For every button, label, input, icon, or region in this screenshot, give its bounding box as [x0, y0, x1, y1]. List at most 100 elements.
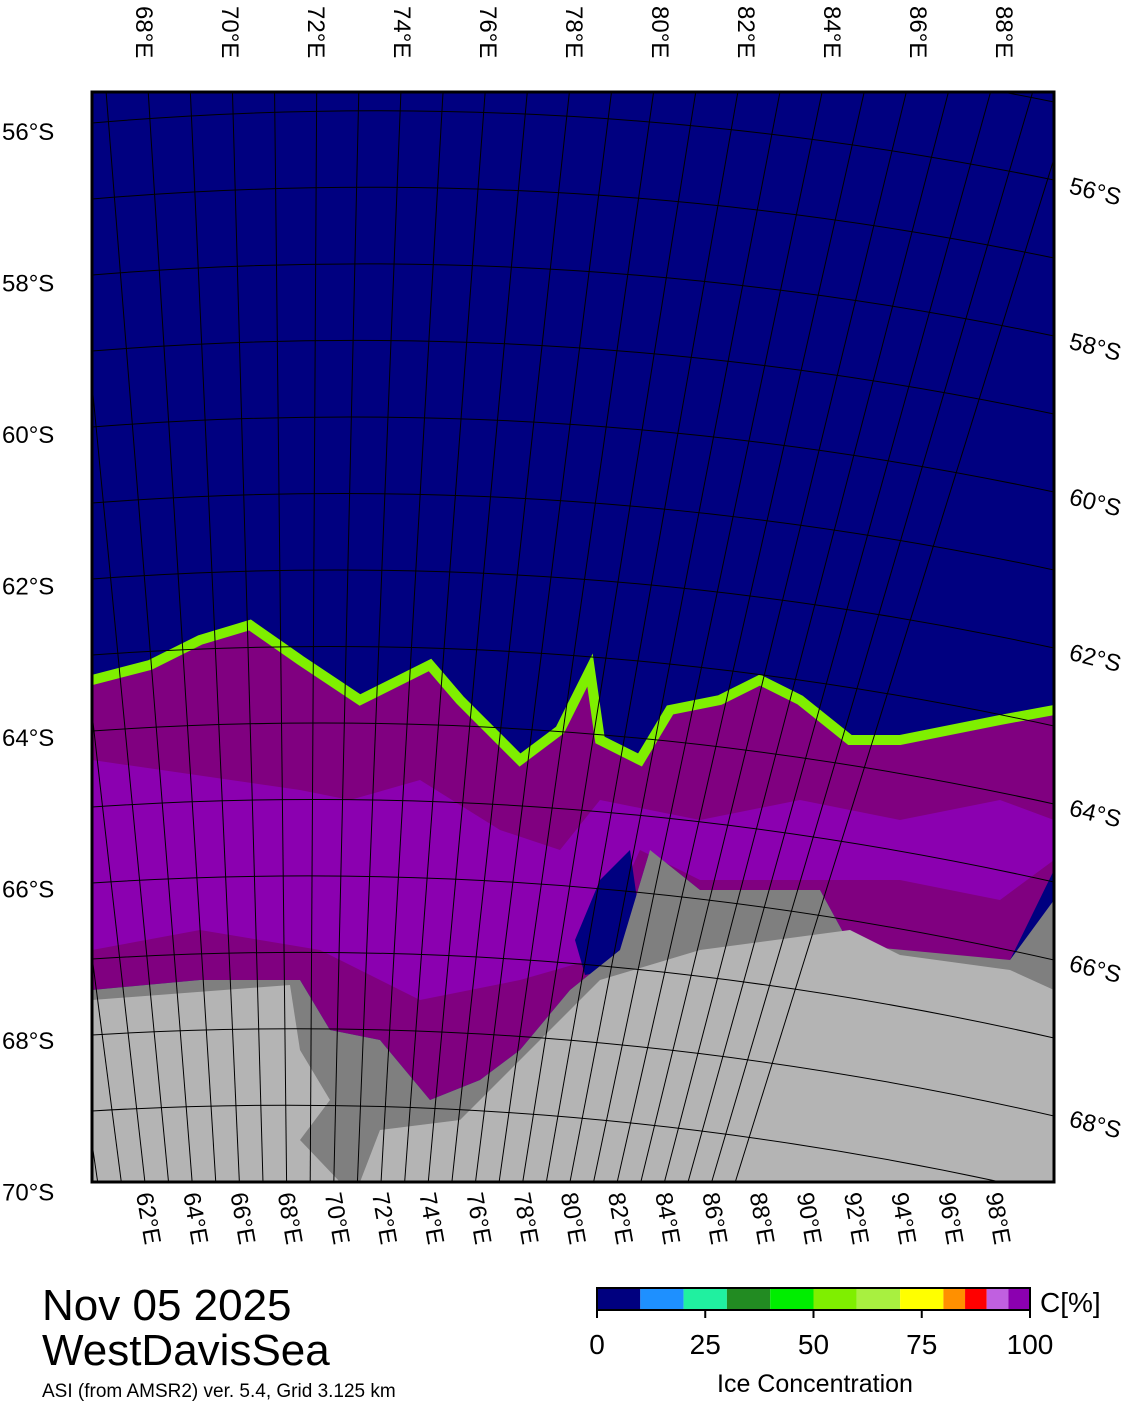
colorbar-bin	[683, 1288, 727, 1310]
lat-label-left: 68°S	[2, 1028, 54, 1055]
colorbar-tick-label: 25	[690, 1329, 721, 1360]
parallel	[92, 110, 1054, 181]
meridian	[92, 952, 122, 1182]
colorbar-bin	[900, 1288, 944, 1310]
meridian	[640, 92, 907, 1182]
meridian	[734, 157, 1054, 1182]
meridian	[569, 92, 781, 1182]
lon-label-bottom: 88°E	[744, 1190, 780, 1246]
meridian	[356, 92, 402, 1182]
lon-label-top: 70°E	[216, 6, 243, 58]
meridian	[404, 92, 486, 1182]
lon-label-bottom: 62°E	[130, 1190, 166, 1246]
lon-label-top: 76°E	[474, 6, 501, 58]
map-frame	[90, 90, 1056, 1184]
lat-label-right: 62°S	[1067, 639, 1124, 678]
meridian	[92, 708, 146, 1182]
lat-label-left: 58°S	[2, 271, 54, 298]
lon-label-bottom: 70°E	[319, 1190, 355, 1246]
colorbar-tick-label: 100	[1007, 1329, 1054, 1360]
meridian	[189, 92, 240, 1182]
parallel	[92, 1104, 1003, 1182]
lon-label-bottom: 72°E	[366, 1190, 402, 1246]
lat-label-left: 60°S	[2, 422, 54, 449]
date: Nov 05 2025	[42, 1281, 292, 1330]
meridian	[92, 378, 170, 1182]
parallel	[92, 1028, 1054, 1117]
lat-label-left: 66°S	[2, 877, 54, 904]
parallel	[92, 263, 1054, 337]
lon-label-bottom: 98°E	[980, 1190, 1016, 1246]
meridian	[498, 92, 655, 1182]
colorbar-tick-label: 50	[798, 1329, 829, 1360]
parallel	[92, 493, 1054, 571]
parallel	[92, 798, 1054, 883]
lon-label-bottom: 74°E	[413, 1190, 449, 1246]
parallel	[92, 416, 1054, 493]
meridian	[451, 92, 570, 1182]
lon-label-bottom: 86°E	[696, 1190, 732, 1246]
lat-label-right: 58°S	[1067, 328, 1124, 367]
meridian	[0, 40, 61, 1240]
colorbar-bin	[1008, 1288, 1030, 1310]
meridian	[309, 92, 318, 1182]
lon-label-top: 74°E	[388, 6, 415, 58]
parallel	[92, 722, 1054, 805]
meridian	[593, 92, 823, 1182]
lon-label-top: 84°E	[818, 6, 845, 58]
lon-label-bottom: 64°E	[177, 1190, 213, 1246]
parallel	[92, 569, 1054, 649]
meridian	[663, 92, 949, 1182]
lon-label-bottom: 90°E	[791, 1190, 827, 1246]
colorbar-tick-label: 0	[589, 1329, 605, 1360]
lon-label-top: 88°E	[990, 6, 1017, 58]
lon-label-bottom: 68°E	[272, 1190, 308, 1246]
lat-label-left: 56°S	[2, 119, 54, 146]
colorbar-bin	[726, 1288, 771, 1310]
lat-label-right: 68°S	[1067, 1106, 1124, 1145]
lat-label-left: 70°S	[2, 1180, 54, 1207]
lat-label-right: 56°S	[1067, 173, 1124, 212]
colorbar-bin	[640, 1288, 684, 1310]
colorbar-tick-label: 75	[906, 1329, 937, 1360]
meridian	[105, 92, 193, 1182]
colorbar-bin	[813, 1288, 857, 1310]
lat-label-right: 60°S	[1067, 484, 1124, 523]
lon-label-top: 72°E	[302, 6, 329, 58]
lat-label-left: 64°S	[2, 725, 54, 752]
colorbar-bin	[597, 1288, 641, 1310]
parallel	[92, 951, 1054, 1039]
colorbar-bin	[986, 1288, 1009, 1310]
meridian	[0, 40, 84, 1240]
colorbar-bin	[965, 1288, 987, 1310]
parallel	[92, 646, 1054, 727]
meridian	[427, 92, 528, 1182]
lon-label-bottom: 96°E	[932, 1190, 968, 1246]
parallel	[92, 875, 1054, 961]
colorbar-bin	[943, 1288, 966, 1310]
lat-label-right: 64°S	[1067, 795, 1124, 834]
lon-label-bottom: 80°E	[555, 1190, 591, 1246]
meridian	[274, 92, 288, 1182]
graticule	[0, 40, 1054, 1240]
meridian	[711, 92, 1034, 1182]
lon-label-top: 68°E	[130, 6, 157, 58]
meridian	[522, 92, 697, 1182]
source: ASI (from AMSR2) ver. 5.4, Grid 3.125 km	[42, 1381, 396, 1402]
meridian	[147, 92, 217, 1182]
lon-label-bottom: 76°E	[460, 1190, 496, 1246]
parallel	[92, 186, 1054, 259]
land	[92, 930, 1054, 1182]
colorbar-bin	[770, 1288, 814, 1310]
region: WestDavisSea	[42, 1326, 330, 1375]
meridian	[231, 92, 264, 1182]
lat-label-left: 62°S	[2, 574, 54, 601]
meridian	[475, 92, 613, 1182]
lat-label-right: 66°S	[1067, 950, 1124, 989]
meridian	[92, 1139, 99, 1182]
lon-label-bottom: 78°E	[508, 1190, 544, 1246]
meridian	[687, 92, 992, 1182]
lon-label-top: 78°E	[560, 6, 587, 58]
high-ice	[92, 760, 1054, 1000]
